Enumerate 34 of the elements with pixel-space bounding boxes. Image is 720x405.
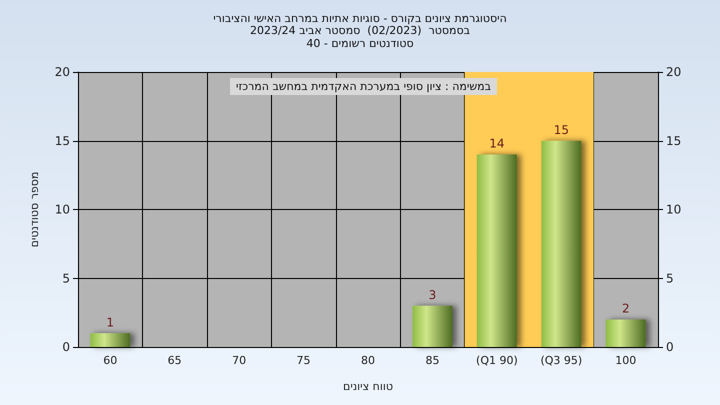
chart-subtitle: בסמסטר (02/2023) סמסטר אביב 2023/24 סטודנטים רשומים - 40 [250,24,470,50]
x-tick-label: 65 [168,354,182,367]
y2-tick-label: 0 [666,340,674,354]
x-tick-label: 80 [361,354,375,367]
bar [541,140,582,347]
bar [606,320,646,347]
y2-tick-label: 5 [666,271,674,286]
bar [412,306,452,347]
data-label: 14 [489,136,505,150]
x-axis-title: טווח ציונים [343,380,393,393]
annotation: במשימה : ציון סופי במערכת האקדמית במחשב המרכזי [236,80,491,93]
data-label: 2 [622,302,630,316]
y-tick-label: 10 [54,202,70,216]
data-label: 15 [554,122,569,137]
y-tick-label: 0 [62,340,70,354]
y2-tick-label: 20 [666,65,682,79]
y-tick-label: 20 [54,65,70,79]
x-tick-label: (Q3 95) [540,354,582,367]
x-tick-label: 70 [232,354,246,367]
bar [90,333,130,347]
y-axis-title: מספר סטודנטים [28,172,41,248]
y2-tick-label: 10 [666,202,682,216]
bar [476,154,517,347]
x-tick-label: 60 [103,354,118,367]
x-tick-label: (Q1 90) [476,354,518,367]
chart-title: היסטוגרמת ציונים בקורס - סוגיות אתיות במרחב האישי והציבורי [213,12,507,25]
x-tick-label: 75 [296,354,311,367]
data-label: 1 [106,315,114,330]
x-tick-label: 85 [425,354,440,367]
y-tick-label: 5 [62,271,70,286]
data-label: 3 [428,288,436,302]
y2-tick-label: 15 [666,134,682,148]
y-tick-label: 15 [54,134,70,148]
x-tick-label: 100 [615,354,636,367]
